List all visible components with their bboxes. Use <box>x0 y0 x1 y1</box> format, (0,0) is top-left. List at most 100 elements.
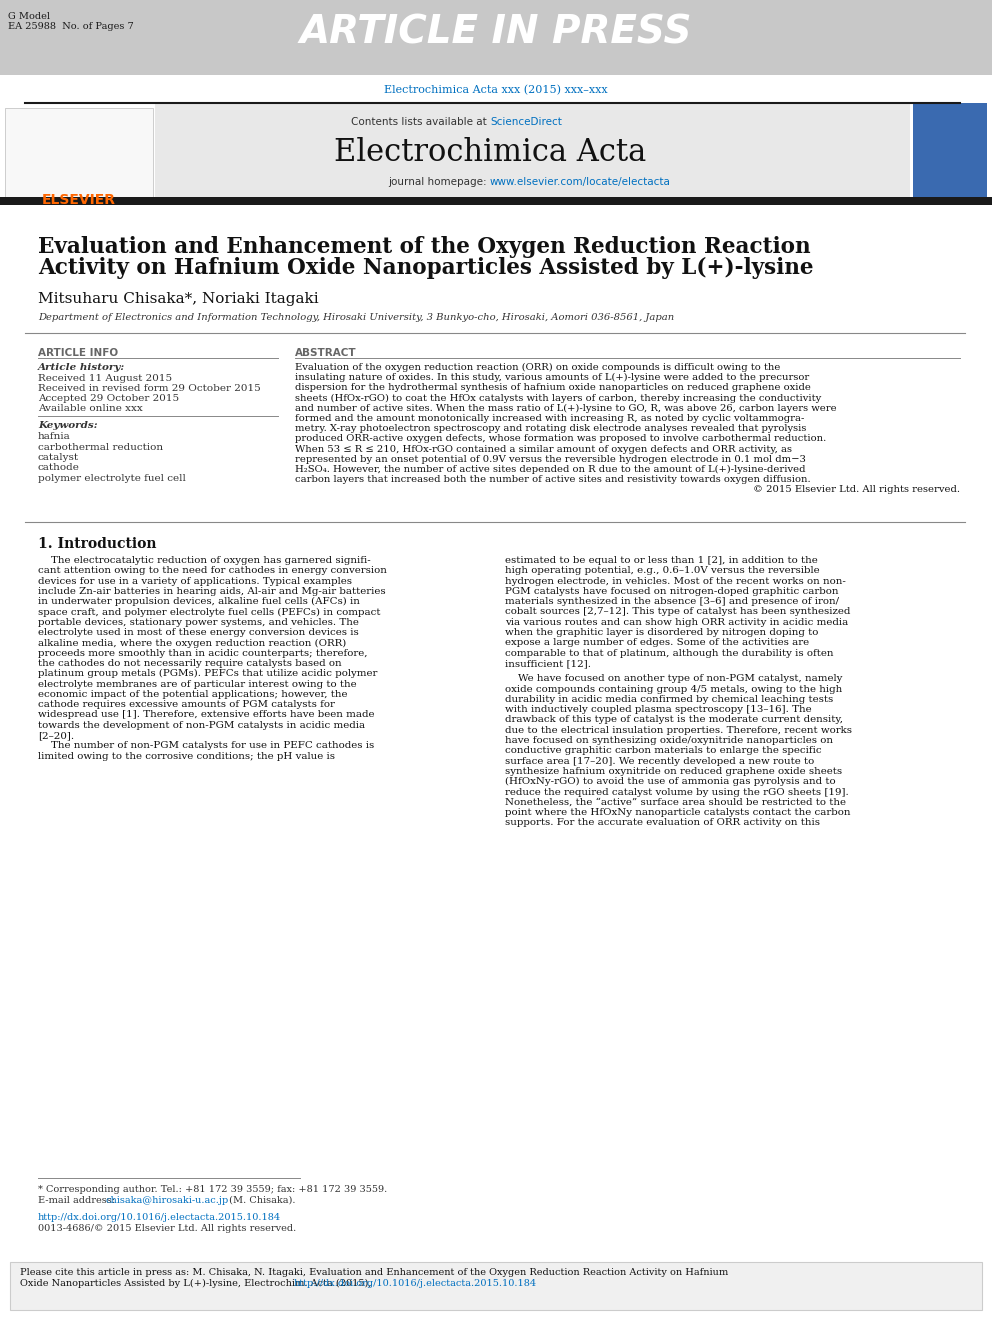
Text: expose a large number of edges. Some of the activities are: expose a large number of edges. Some of … <box>505 639 809 647</box>
Text: www.elsevier.com/locate/electacta: www.elsevier.com/locate/electacta <box>490 177 671 187</box>
Text: Received 11 August 2015: Received 11 August 2015 <box>38 374 173 382</box>
Text: portable devices, stationary power systems, and vehicles. The: portable devices, stationary power syste… <box>38 618 359 627</box>
Text: © 2015 Elsevier Ltd. All rights reserved.: © 2015 Elsevier Ltd. All rights reserved… <box>753 486 960 495</box>
Text: sheets (HfOx-rGO) to coat the HfOx catalysts with layers of carbon, thereby incr: sheets (HfOx-rGO) to coat the HfOx catal… <box>295 394 821 402</box>
Text: polymer electrolyte fuel cell: polymer electrolyte fuel cell <box>38 474 186 483</box>
Text: durability in acidic media confirmed by chemical leaching tests: durability in acidic media confirmed by … <box>505 695 833 704</box>
Text: Mitsuharu Chisaka*, Noriaki Itagaki: Mitsuharu Chisaka*, Noriaki Itagaki <box>38 292 318 306</box>
Text: carbon layers that increased both the number of active sites and resistivity tow: carbon layers that increased both the nu… <box>295 475 810 484</box>
Text: comparable to that of platinum, although the durability is often: comparable to that of platinum, although… <box>505 648 833 658</box>
Text: have focused on synthesizing oxide/oxynitride nanoparticles on: have focused on synthesizing oxide/oxyni… <box>505 736 833 745</box>
Text: The number of non-PGM catalysts for use in PEFC cathodes is: The number of non-PGM catalysts for use … <box>38 741 374 750</box>
Text: ScienceDirect: ScienceDirect <box>490 116 561 127</box>
Text: limited owing to the corrosive conditions; the pH value is: limited owing to the corrosive condition… <box>38 751 335 761</box>
Text: oxide compounds containing group 4/5 metals, owing to the high: oxide compounds containing group 4/5 met… <box>505 684 842 693</box>
Text: economic impact of the potential applications; however, the: economic impact of the potential applica… <box>38 689 347 699</box>
Text: supports. For the accurate evaluation of ORR activity on this: supports. For the accurate evaluation of… <box>505 819 820 827</box>
Text: alkaline media, where the oxygen reduction reaction (ORR): alkaline media, where the oxygen reducti… <box>38 639 346 647</box>
Text: http://dx.doi.org/10.1016/j.electacta.2015.10.184: http://dx.doi.org/10.1016/j.electacta.20… <box>294 1279 537 1289</box>
Text: Please cite this article in press as: M. Chisaka, N. Itagaki, Evaluation and Enh: Please cite this article in press as: M.… <box>20 1267 728 1277</box>
Text: represented by an onset potential of 0.9V versus the reversible hydrogen electro: represented by an onset potential of 0.9… <box>295 455 806 464</box>
Bar <box>155 103 910 200</box>
Text: Electrochimica Acta: Electrochimica Acta <box>334 138 646 168</box>
Text: cobalt sources [2,7–12]. This type of catalyst has been synthesized: cobalt sources [2,7–12]. This type of ca… <box>505 607 850 617</box>
Text: with inductively coupled plasma spectroscopy [13–16]. The: with inductively coupled plasma spectros… <box>505 705 811 714</box>
Text: metry. X-ray photoelectron spectroscopy and rotating disk electrode analyses rev: metry. X-ray photoelectron spectroscopy … <box>295 425 806 433</box>
Text: devices for use in a variety of applications. Typical examples: devices for use in a variety of applicat… <box>38 577 352 586</box>
Text: Nonetheless, the “active” surface area should be restricted to the: Nonetheless, the “active” surface area s… <box>505 798 846 807</box>
Text: insufficient [12].: insufficient [12]. <box>505 659 591 668</box>
Text: when the graphitic layer is disordered by nitrogen doping to: when the graphitic layer is disordered b… <box>505 628 818 638</box>
Text: Activity on Hafnium Oxide Nanoparticles Assisted by L(+)-lysine: Activity on Hafnium Oxide Nanoparticles … <box>38 257 813 279</box>
Text: surface area [17–20]. We recently developed a new route to: surface area [17–20]. We recently develo… <box>505 757 814 766</box>
Text: reduce the required catalyst volume by using the rGO sheets [19].: reduce the required catalyst volume by u… <box>505 787 849 796</box>
Text: ABSTRACT: ABSTRACT <box>295 348 357 359</box>
Text: The electrocatalytic reduction of oxygen has garnered signifi-: The electrocatalytic reduction of oxygen… <box>38 556 371 565</box>
Text: hydrogen electrode, in vehicles. Most of the recent works on non-: hydrogen electrode, in vehicles. Most of… <box>505 577 846 586</box>
Text: H₂SO₄. However, the number of active sites depended on R due to the amount of L(: H₂SO₄. However, the number of active sit… <box>295 464 806 474</box>
Text: insulating nature of oxides. In this study, various amounts of L(+)-lysine were : insulating nature of oxides. In this stu… <box>295 373 809 382</box>
Text: EA 25988  No. of Pages 7: EA 25988 No. of Pages 7 <box>8 22 134 30</box>
Text: via various routes and can show high ORR activity in acidic media: via various routes and can show high ORR… <box>505 618 848 627</box>
Text: electrolyte used in most of these energy conversion devices is: electrolyte used in most of these energy… <box>38 628 359 638</box>
Text: electrolyte membranes are of particular interest owing to the: electrolyte membranes are of particular … <box>38 680 357 688</box>
Text: dispersion for the hydrothermal synthesis of hafnium oxide nanoparticles on redu: dispersion for the hydrothermal synthesi… <box>295 384 810 393</box>
Text: (M. Chisaka).: (M. Chisaka). <box>226 1196 296 1205</box>
Text: catalyst: catalyst <box>38 452 79 462</box>
Text: conductive graphitic carbon materials to enlarge the specific: conductive graphitic carbon materials to… <box>505 746 821 755</box>
Text: PGM catalysts have focused on nitrogen-doped graphitic carbon: PGM catalysts have focused on nitrogen-d… <box>505 587 838 595</box>
Text: chisaka@hirosaki-u.ac.jp: chisaka@hirosaki-u.ac.jp <box>106 1196 229 1205</box>
Text: hafnia: hafnia <box>38 433 70 441</box>
Text: We have focused on another type of non-PGM catalyst, namely: We have focused on another type of non-P… <box>505 675 842 683</box>
Bar <box>5 108 153 200</box>
Text: Accepted 29 October 2015: Accepted 29 October 2015 <box>38 394 180 404</box>
Text: Available online xxx: Available online xxx <box>38 404 143 413</box>
Text: estimated to be equal to or less than 1 [2], in addition to the: estimated to be equal to or less than 1 … <box>505 556 817 565</box>
Text: due to the electrical insulation properties. Therefore, recent works: due to the electrical insulation propert… <box>505 726 852 734</box>
Text: 1. Introduction: 1. Introduction <box>38 537 157 550</box>
Text: materials synthesized in the absence [3–6] and presence of iron/: materials synthesized in the absence [3–… <box>505 597 839 606</box>
Text: Oxide Nanoparticles Assisted by L(+)-lysine, Electrochim. Acta (2015),: Oxide Nanoparticles Assisted by L(+)-lys… <box>20 1279 375 1289</box>
Text: 0013-4686/© 2015 Elsevier Ltd. All rights reserved.: 0013-4686/© 2015 Elsevier Ltd. All right… <box>38 1224 297 1233</box>
Text: E-mail address:: E-mail address: <box>38 1196 118 1205</box>
Text: Department of Electronics and Information Technology, Hirosaki University, 3 Bun: Department of Electronics and Informatio… <box>38 314 675 321</box>
Text: cathode requires excessive amounts of PGM catalysts for: cathode requires excessive amounts of PG… <box>38 700 335 709</box>
Text: in underwater propulsion devices, alkaline fuel cells (AFCs) in: in underwater propulsion devices, alkali… <box>38 597 360 606</box>
Text: the cathodes do not necessarily require catalysts based on: the cathodes do not necessarily require … <box>38 659 341 668</box>
Text: cant attention owing to the need for cathodes in energy conversion: cant attention owing to the need for cat… <box>38 566 387 576</box>
Text: ARTICLE IN PRESS: ARTICLE IN PRESS <box>300 13 692 52</box>
Text: widespread use [1]. Therefore, extensive efforts have been made: widespread use [1]. Therefore, extensive… <box>38 710 375 720</box>
Text: [2–20].: [2–20]. <box>38 732 74 740</box>
Text: Article history:: Article history: <box>38 363 125 372</box>
Text: include Zn-air batteries in hearing aids, Al-air and Mg-air batteries: include Zn-air batteries in hearing aids… <box>38 587 386 595</box>
Text: Electrochimica Acta xxx (2015) xxx–xxx: Electrochimica Acta xxx (2015) xxx–xxx <box>384 85 608 95</box>
Text: platinum group metals (PGMs). PEFCs that utilize acidic polymer: platinum group metals (PGMs). PEFCs that… <box>38 669 377 679</box>
Text: * Corresponding author. Tel.: +81 172 39 3559; fax: +81 172 39 3559.: * Corresponding author. Tel.: +81 172 39… <box>38 1185 387 1193</box>
Text: cathode: cathode <box>38 463 80 472</box>
Text: carbothermal reduction: carbothermal reduction <box>38 442 163 451</box>
Text: proceeds more smoothly than in acidic counterparts; therefore,: proceeds more smoothly than in acidic co… <box>38 648 367 658</box>
Text: Contents lists available at: Contents lists available at <box>351 116 490 127</box>
Bar <box>10 1262 982 1310</box>
Text: When 53 ≤ R ≤ 210, HfOx-rGO contained a similar amount of oxygen defects and ORR: When 53 ≤ R ≤ 210, HfOx-rGO contained a … <box>295 445 792 454</box>
Bar <box>913 103 987 200</box>
Text: synthesize hafnium oxynitride on reduced graphene oxide sheets: synthesize hafnium oxynitride on reduced… <box>505 767 842 777</box>
Text: (HfOxNy-rGO) to avoid the use of ammonia gas pyrolysis and to: (HfOxNy-rGO) to avoid the use of ammonia… <box>505 778 835 786</box>
Text: Evaluation and Enhancement of the Oxygen Reduction Reaction: Evaluation and Enhancement of the Oxygen… <box>38 235 810 258</box>
Text: high operating potential, e.g., 0.6–1.0V versus the reversible: high operating potential, e.g., 0.6–1.0V… <box>505 566 819 576</box>
Text: drawback of this type of catalyst is the moderate current density,: drawback of this type of catalyst is the… <box>505 716 843 725</box>
Text: space craft, and polymer electrolyte fuel cells (PEFCs) in compact: space craft, and polymer electrolyte fue… <box>38 607 381 617</box>
Text: ARTICLE INFO: ARTICLE INFO <box>38 348 118 359</box>
Bar <box>0 0 992 75</box>
Text: Evaluation of the oxygen reduction reaction (ORR) on oxide compounds is difficul: Evaluation of the oxygen reduction react… <box>295 363 781 372</box>
Text: Keywords:: Keywords: <box>38 421 97 430</box>
Text: point where the HfOxNy nanoparticle catalysts contact the carbon: point where the HfOxNy nanoparticle cata… <box>505 808 850 818</box>
Text: and number of active sites. When the mass ratio of L(+)-lysine to GO, R, was abo: and number of active sites. When the mas… <box>295 404 836 413</box>
Text: produced ORR-active oxygen defects, whose formation was proposed to involve carb: produced ORR-active oxygen defects, whos… <box>295 434 826 443</box>
Bar <box>0 197 992 205</box>
Text: towards the development of non-PGM catalysts in acidic media: towards the development of non-PGM catal… <box>38 721 365 730</box>
Text: journal homepage:: journal homepage: <box>388 177 490 187</box>
Text: G Model: G Model <box>8 12 50 21</box>
Text: http://dx.doi.org/10.1016/j.electacta.2015.10.184: http://dx.doi.org/10.1016/j.electacta.20… <box>38 1213 281 1222</box>
Text: formed and the amount monotonically increased with increasing R, as noted by cyc: formed and the amount monotonically incr… <box>295 414 805 423</box>
